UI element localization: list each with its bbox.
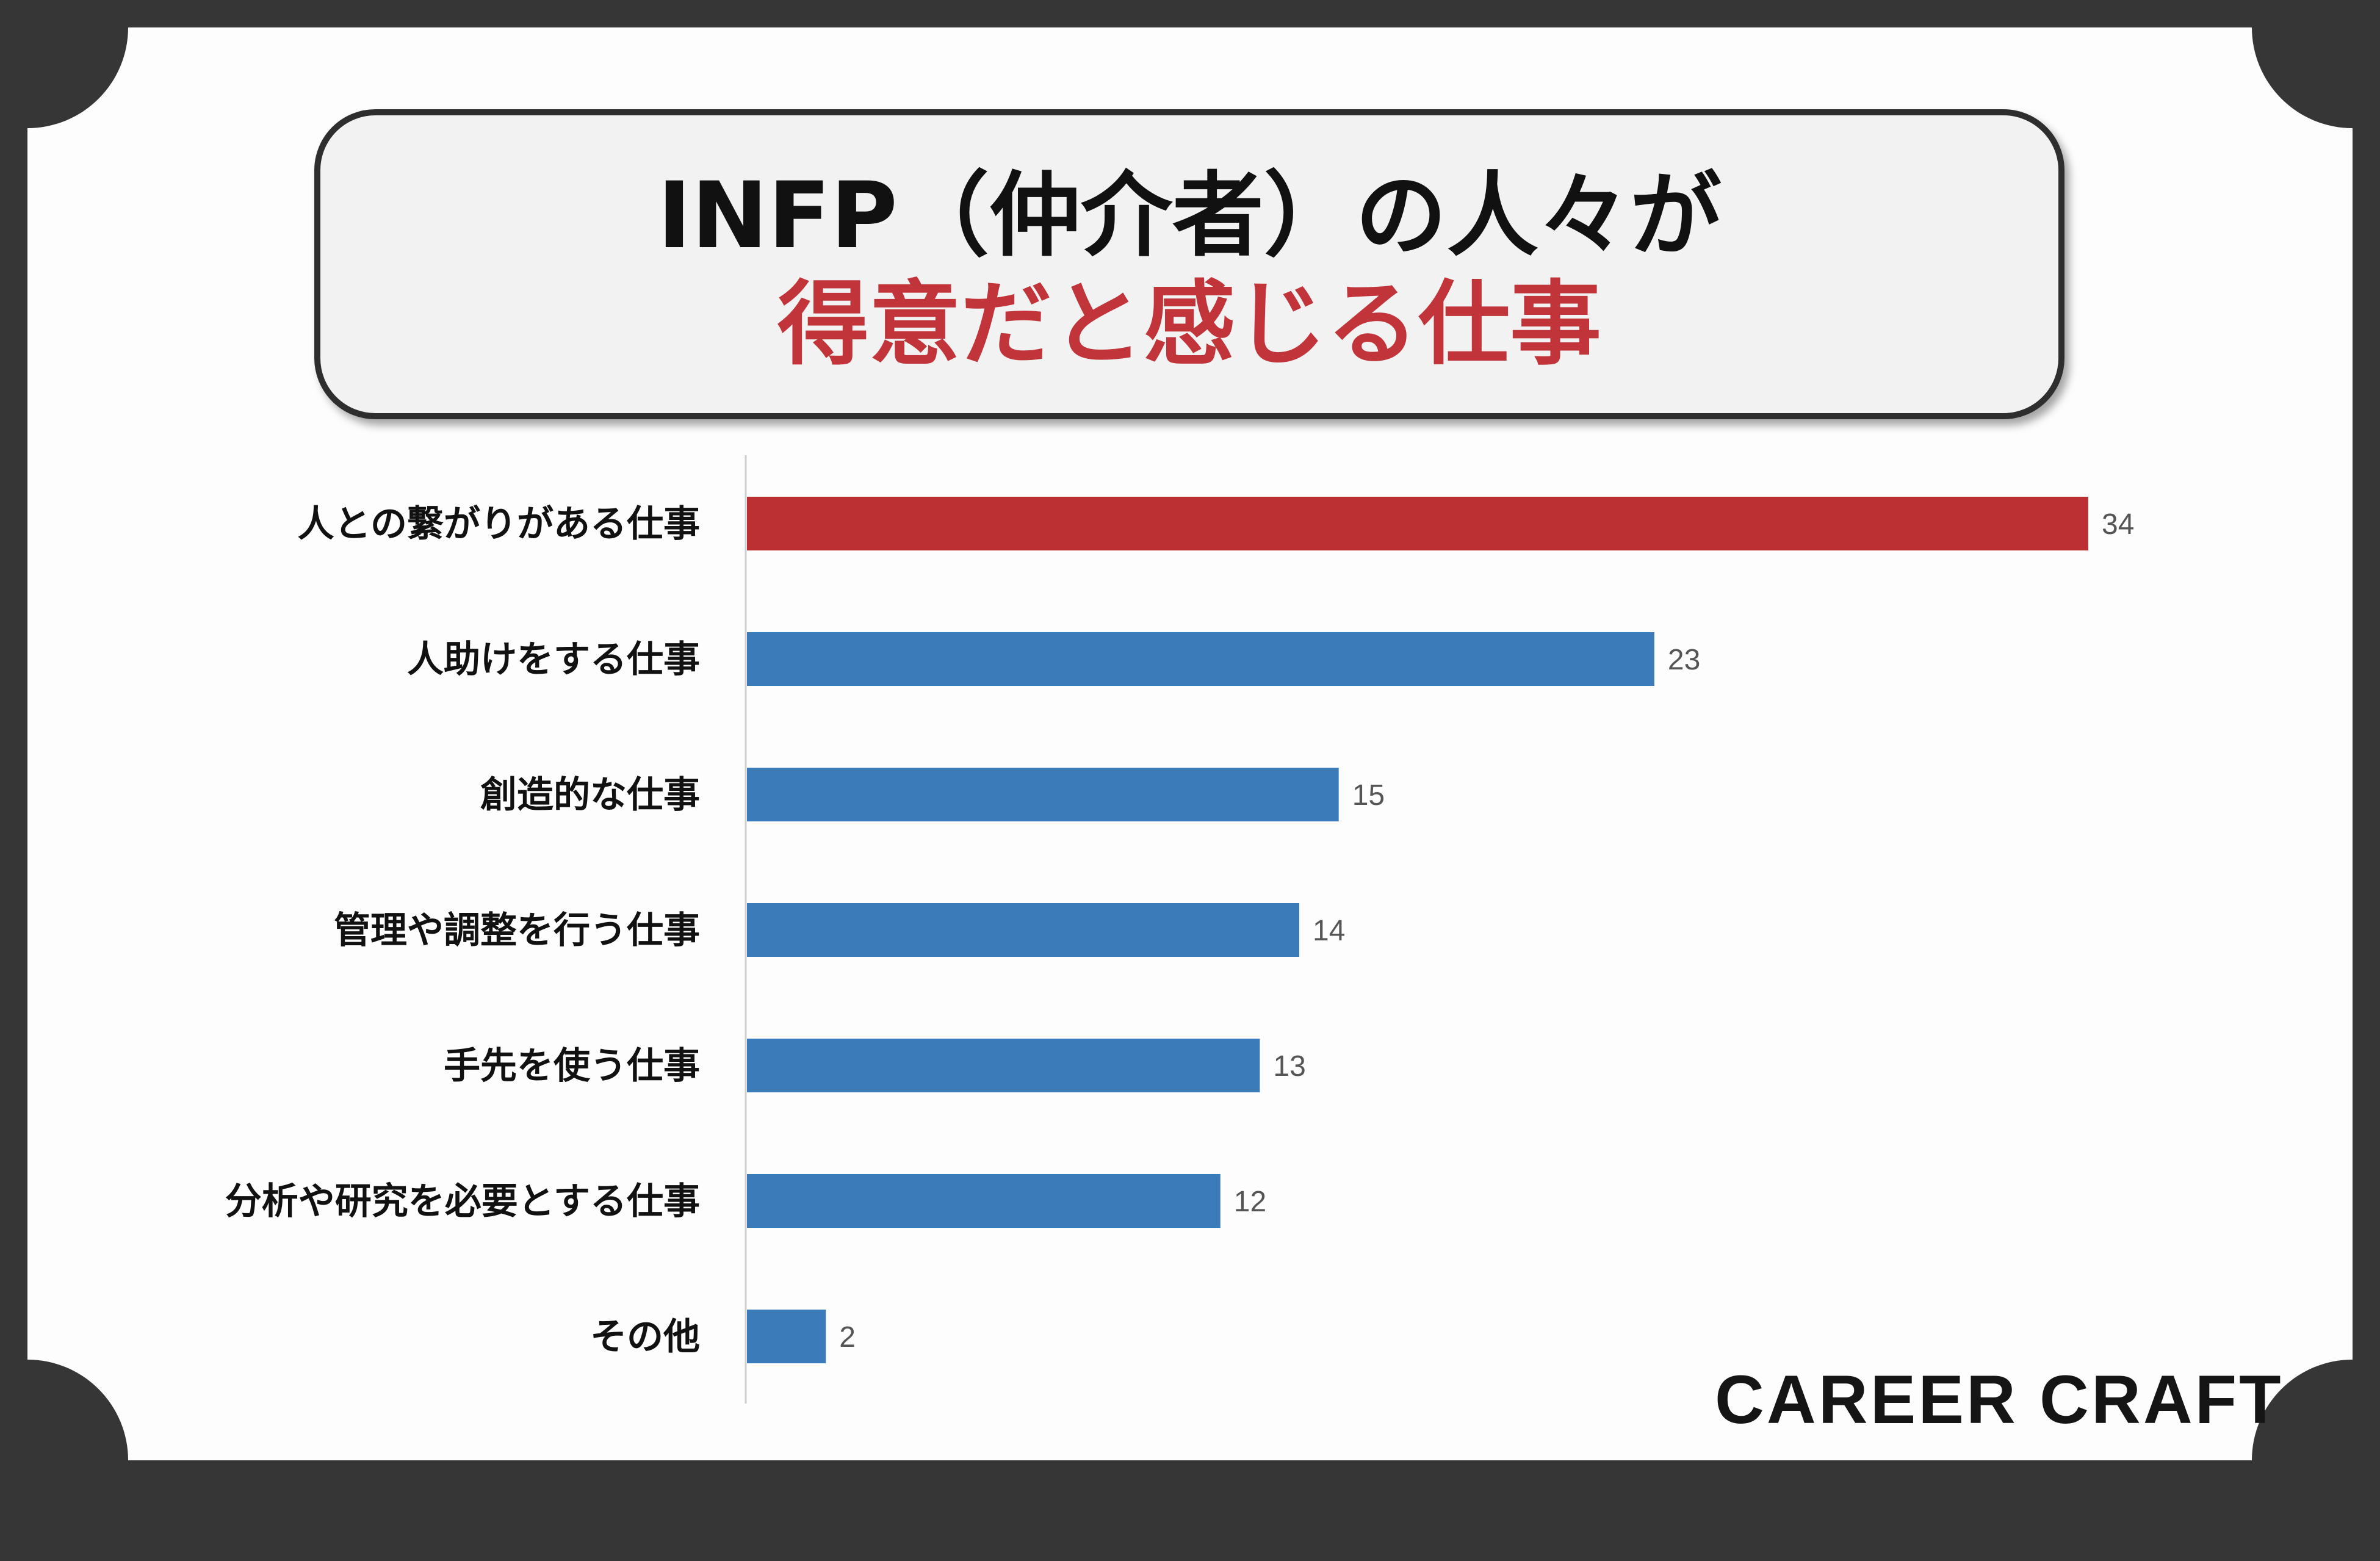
bar — [747, 903, 1300, 957]
category-label: その他 — [590, 1316, 700, 1358]
bar — [747, 1039, 1260, 1092]
bar — [747, 768, 1339, 821]
category-label: 人助けをする仕事 — [407, 638, 700, 681]
category-label: 分析や研究を必要とする仕事 — [225, 1180, 700, 1223]
category-label: 管理や調整を行う仕事 — [334, 909, 700, 952]
bar — [747, 497, 2088, 550]
title-line-1: INFP（仲介者）の人々が — [657, 163, 1722, 269]
data-label: 15 — [1352, 779, 1385, 812]
data-label: 12 — [1234, 1186, 1266, 1218]
category-label: 人との繋がりがある仕事 — [298, 503, 700, 546]
bar-chart: 人との繋がりがある仕事 34 人助けをする仕事 23 創造的な仕事 15 管理や調整を行う仕… — [225, 455, 2134, 1404]
data-label: 34 — [2102, 508, 2134, 541]
data-label: 23 — [1668, 644, 1700, 676]
career-craft-logo: CAREER CRAFT — [1715, 1361, 2284, 1438]
data-label: 13 — [1273, 1050, 1305, 1083]
title-line-2: 得意だと感じる仕事 — [777, 272, 1601, 378]
category-label: 創造的な仕事 — [480, 774, 700, 817]
title-box: INFP（仲介者）の人々が 得意だと感じる仕事 — [314, 109, 2064, 419]
bar — [747, 1310, 826, 1363]
data-label: 14 — [1313, 915, 1345, 947]
bar — [747, 1174, 1221, 1228]
data-label: 2 — [839, 1321, 856, 1354]
bar — [747, 632, 1654, 686]
category-label: 手先を使う仕事 — [444, 1045, 700, 1087]
